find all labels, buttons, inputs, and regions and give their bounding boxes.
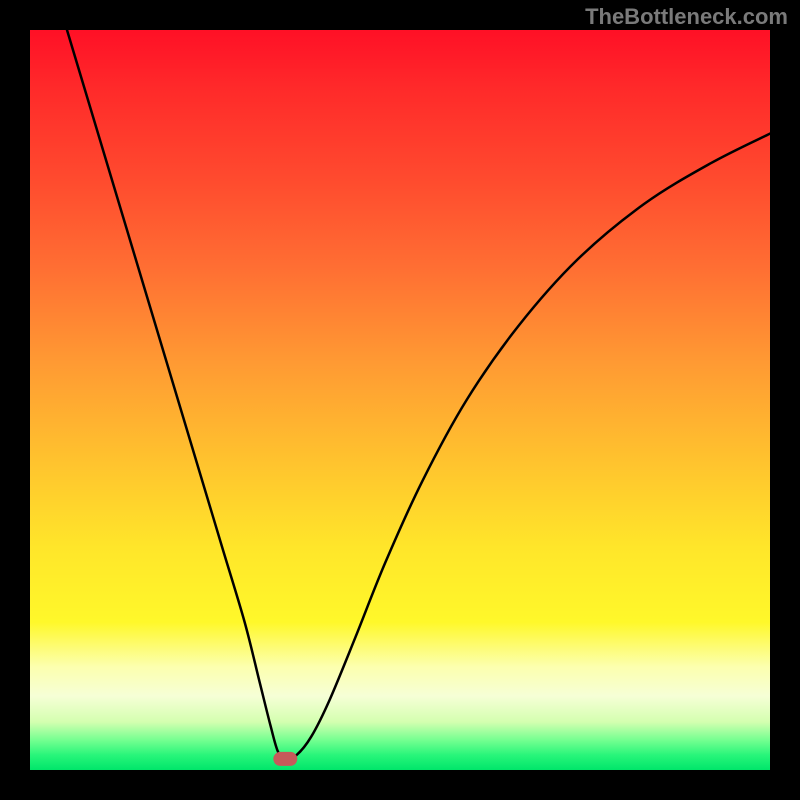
vertex-marker	[273, 752, 297, 766]
bottleneck-chart	[0, 0, 800, 800]
chart-container: TheBottleneck.com	[0, 0, 800, 800]
watermark-text: TheBottleneck.com	[585, 4, 788, 30]
plot-background	[30, 30, 770, 770]
